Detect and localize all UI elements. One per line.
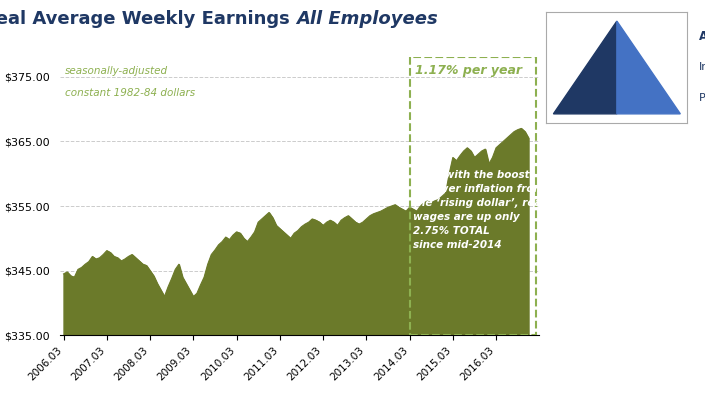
Polygon shape bbox=[617, 21, 680, 114]
Text: Real Average Weekly Earnings: Real Average Weekly Earnings bbox=[0, 10, 296, 28]
Bar bbox=[410, 57, 536, 335]
Text: 1.17% per year: 1.17% per year bbox=[415, 64, 522, 77]
Text: Investment: Investment bbox=[699, 63, 705, 72]
Text: even with the boost
of lower inflation from
the ‘rising dollar’, real
wages are : even with the boost of lower inflation f… bbox=[413, 171, 545, 250]
Text: seasonally-adjusted: seasonally-adjusted bbox=[65, 65, 168, 76]
Text: Partners: Partners bbox=[699, 93, 705, 103]
Text: Alhambra: Alhambra bbox=[699, 30, 705, 43]
Text: All Employees: All Employees bbox=[296, 10, 438, 28]
Text: constant 1982-84 dollars: constant 1982-84 dollars bbox=[65, 88, 195, 98]
Polygon shape bbox=[553, 21, 617, 114]
